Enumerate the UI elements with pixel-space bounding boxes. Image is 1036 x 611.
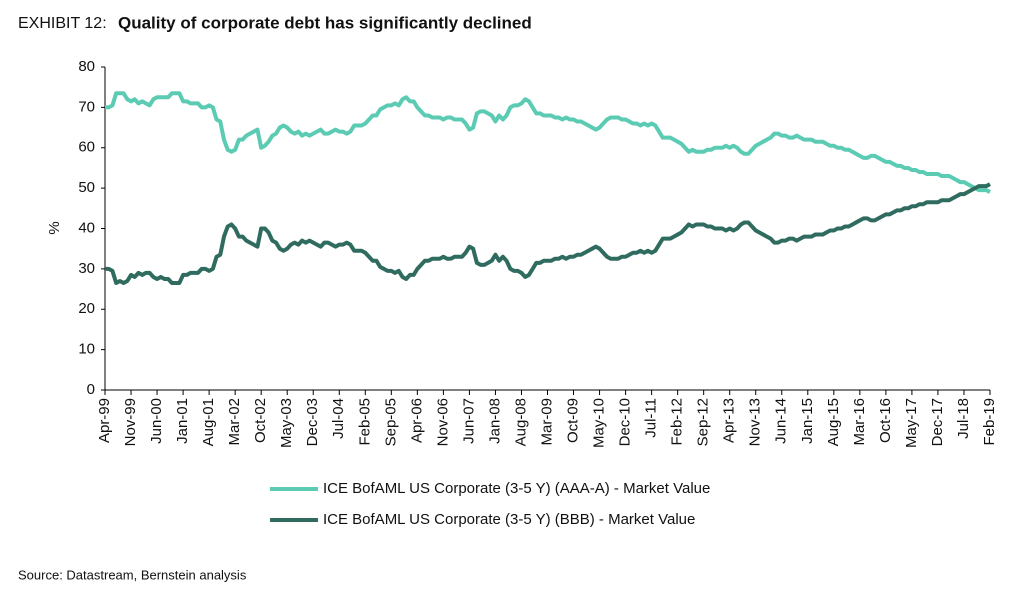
series-line <box>105 91 991 194</box>
y-tick-label: 60 <box>78 139 95 156</box>
x-tick-label: May-17 <box>903 398 920 448</box>
x-tick-label: Oct-02 <box>252 398 269 443</box>
y-tick-label: 10 <box>78 341 95 358</box>
x-tick-label: Mar-09 <box>538 398 555 446</box>
x-tick-label: May-03 <box>278 398 295 448</box>
y-tick-label: 0 <box>87 381 95 398</box>
legend-label: ICE BofAML US Corporate (3-5 Y) (BBB) - … <box>323 511 695 528</box>
legend-label: ICE BofAML US Corporate (3-5 Y) (AAA-A) … <box>323 480 710 497</box>
x-tick-label: Feb-05 <box>356 398 373 446</box>
x-tick-label: Apr-06 <box>408 398 425 443</box>
x-tick-label: Jul-18 <box>955 398 972 439</box>
exhibit-label: EXHIBIT 12: <box>18 15 107 32</box>
x-tick-label: May-10 <box>591 398 608 448</box>
y-tick-label: 20 <box>78 300 95 317</box>
x-tick-label: Jul-04 <box>330 398 347 439</box>
x-tick-label: Aug-08 <box>512 398 529 446</box>
x-tick-label: Jan-01 <box>174 398 191 444</box>
x-tick-label: Nov-06 <box>434 398 451 446</box>
y-tick-label: 70 <box>78 98 95 115</box>
x-tick-label: Dec-03 <box>304 398 321 446</box>
y-tick-label: 50 <box>78 179 95 196</box>
x-tick-label: Mar-02 <box>226 398 243 446</box>
source-note: Source: Datastream, Bernstein analysis <box>18 567 247 582</box>
y-tick-label: 40 <box>78 219 95 236</box>
y-tick-label: 80 <box>78 58 95 75</box>
x-tick-label: Dec-10 <box>617 398 634 446</box>
x-tick-label: Jan-15 <box>799 398 816 444</box>
x-tick-label: Mar-16 <box>851 398 868 446</box>
x-tick-label: Dec-17 <box>929 398 946 446</box>
x-tick-label: Jan-08 <box>486 398 503 444</box>
x-tick-label: Jun-07 <box>460 398 477 444</box>
x-tick-label: Oct-09 <box>564 398 581 443</box>
x-tick-label: Jun-00 <box>148 398 165 444</box>
x-tick-label: Jul-11 <box>643 398 660 438</box>
chart-title: Quality of corporate debt has significan… <box>118 13 532 32</box>
x-tick-label: Aug-15 <box>825 398 842 446</box>
x-tick-label: Jun-14 <box>773 398 790 444</box>
x-tick-label: Nov-99 <box>122 398 139 446</box>
series-line <box>105 182 991 286</box>
y-axis-label: % <box>46 221 63 234</box>
x-tick-label: Sep-12 <box>695 398 712 446</box>
x-tick-label: Feb-19 <box>981 398 998 446</box>
x-tick-label: Aug-01 <box>200 398 217 446</box>
x-tick-label: Sep-05 <box>382 398 399 446</box>
x-tick-label: Oct-16 <box>877 398 894 443</box>
y-tick-label: 30 <box>78 260 95 277</box>
x-tick-label: Nov-13 <box>747 398 764 446</box>
x-tick-label: Feb-12 <box>669 398 686 446</box>
x-tick-label: Apr-99 <box>96 398 113 443</box>
x-tick-label: Apr-13 <box>721 398 738 443</box>
